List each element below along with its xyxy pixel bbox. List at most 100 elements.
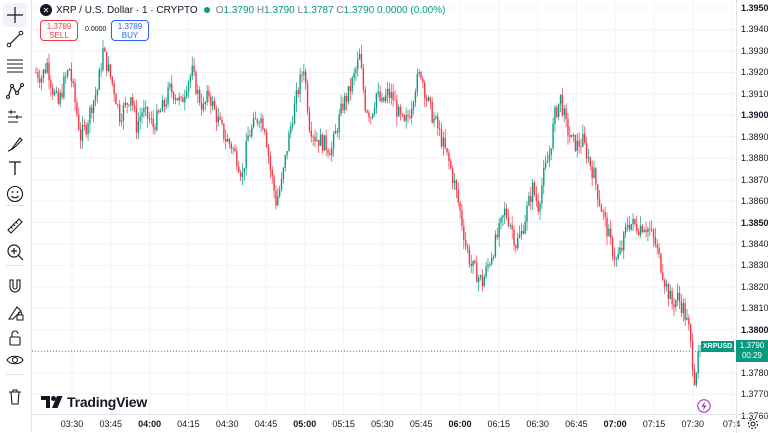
candle-body — [180, 96, 182, 98]
buy-button[interactable]: 1.3789 BUY — [111, 20, 149, 41]
candle-body — [200, 102, 203, 110]
candle-body — [505, 208, 508, 218]
candle-body — [597, 184, 599, 200]
time-tick-label: 06:00 — [448, 419, 472, 429]
candle-body — [401, 113, 404, 116]
price-tick-label: 1.3880 — [741, 153, 768, 164]
candle-body — [388, 88, 391, 98]
trend-line-tool[interactable] — [3, 27, 27, 51]
buy-price: 1.3789 — [117, 22, 143, 31]
candle-body — [74, 83, 76, 103]
sell-button[interactable]: 1.3789 SELL — [40, 20, 78, 41]
candle-body — [338, 114, 340, 133]
zoom-in-icon — [7, 244, 24, 261]
candle-body — [556, 107, 558, 117]
zoom-in-tool[interactable] — [3, 240, 27, 264]
candle-body — [187, 82, 190, 92]
candle-body — [295, 90, 298, 104]
candle-body — [35, 72, 37, 74]
fib-retracement-tool[interactable] — [3, 53, 27, 77]
candle-body — [518, 234, 521, 238]
time-scale[interactable]: 03:30 03:45 04:00 04:15 04:30 04:45 05:00 05:15… — [32, 414, 740, 433]
candle-body — [176, 98, 179, 101]
candle-body — [576, 140, 578, 151]
candle-body — [375, 93, 378, 108]
text-tool[interactable] — [3, 156, 27, 180]
time-tick-label: 04:15 — [177, 419, 200, 429]
candle-body — [489, 264, 491, 266]
chart-pane[interactable] — [32, 0, 736, 417]
candle-body — [645, 229, 647, 233]
magnet-icon — [9, 279, 21, 293]
candle-body — [554, 107, 556, 124]
unlock-tool[interactable] — [3, 326, 27, 350]
candle-body — [232, 148, 234, 150]
ruler-tool[interactable] — [3, 214, 27, 238]
candle-body — [613, 255, 616, 260]
candle-body — [241, 172, 244, 177]
candle-body — [286, 151, 288, 156]
price-tick-label: 1.3950 — [741, 3, 768, 13]
candle-body — [297, 90, 299, 95]
candle-body — [498, 222, 500, 238]
candle-body — [208, 90, 210, 97]
lock-drawings-tool[interactable] — [3, 300, 27, 324]
prediction-tool[interactable] — [3, 105, 27, 129]
candle-body — [52, 87, 54, 95]
candle-body — [383, 97, 385, 102]
candle-body — [126, 102, 128, 105]
candle-body — [589, 157, 591, 167]
candle-body — [468, 248, 471, 264]
candle-body — [316, 139, 318, 142]
candle-body — [258, 122, 260, 124]
symbol-price-tag: XRPUSD — [701, 341, 735, 352]
ruler-icon — [7, 218, 23, 234]
price-tick-label: 1.3920 — [741, 67, 768, 78]
candle-body — [472, 260, 474, 266]
candle-body — [65, 76, 67, 78]
candle-body — [634, 219, 636, 224]
candle-body — [195, 71, 197, 94]
emoji-tool[interactable] — [3, 182, 27, 206]
candle-body — [502, 215, 504, 218]
lightning-icon[interactable] — [697, 399, 711, 413]
trash-tool[interactable] — [3, 385, 27, 409]
candle-body — [277, 196, 279, 206]
candle-body — [442, 137, 445, 147]
magnet-tool[interactable] — [3, 274, 27, 298]
candle-body — [251, 127, 253, 137]
candle-body — [299, 74, 301, 95]
time-tick-label: 05:00 — [293, 419, 317, 429]
candle-body — [407, 115, 409, 117]
candle-body — [485, 266, 487, 278]
candle-body — [615, 258, 618, 260]
symbol-title[interactable]: XRP / U.S. Dollar · 1 · CRYPTO — [56, 4, 198, 16]
candle-body — [323, 135, 325, 151]
candle-body — [119, 104, 121, 122]
pattern-tool[interactable] — [3, 79, 27, 103]
candle-body — [169, 83, 171, 88]
scale-settings[interactable] — [736, 414, 768, 433]
low-value: 1.3787 — [303, 4, 334, 16]
crosshair-tool[interactable] — [3, 3, 27, 27]
candle-body — [245, 141, 247, 169]
candle-body — [570, 134, 573, 138]
eye-tool[interactable] — [3, 348, 27, 372]
candle-body — [680, 301, 683, 314]
price-tick-label: 1.3940 — [741, 24, 768, 35]
time-tick-label: 07:30 — [681, 419, 705, 429]
candle-body — [582, 133, 584, 147]
gear-icon[interactable] — [747, 418, 759, 430]
tradingview-logo[interactable]: TradingView — [41, 394, 147, 410]
candlestick-chart[interactable] — [32, 0, 736, 417]
candle-body — [213, 101, 216, 110]
fib-retracement-icon — [7, 59, 23, 73]
brush-tool[interactable] — [3, 132, 27, 156]
price-tick-label: 1.3770 — [741, 389, 768, 400]
unlock-icon — [9, 330, 21, 346]
candle-body — [459, 202, 461, 211]
candle-body — [377, 91, 379, 94]
candle-body — [366, 110, 368, 113]
candle-body — [271, 169, 273, 177]
candle-body — [481, 275, 484, 287]
